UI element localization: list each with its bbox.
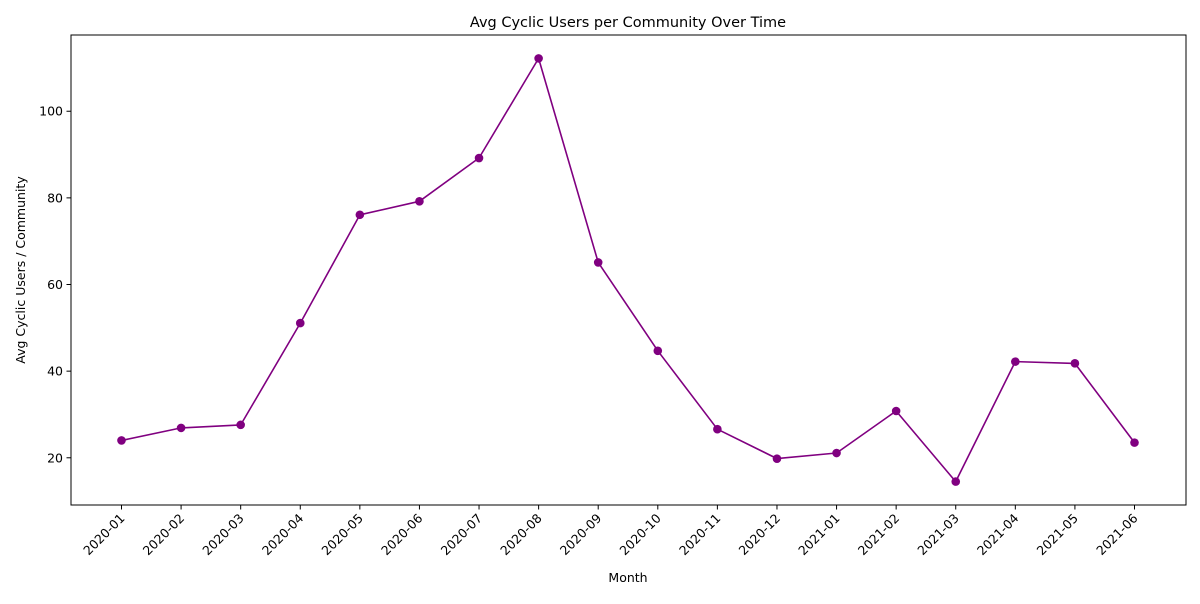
data-point — [236, 420, 245, 430]
x-tick-label: 2021-03 — [914, 511, 962, 559]
plot-frame — [70, 34, 1187, 506]
data-point — [713, 424, 722, 434]
chart-title: Avg Cyclic Users per Community Over Time — [470, 15, 786, 31]
x-tick-label: 2020-03 — [199, 511, 247, 559]
x-tick-label: 2020-12 — [736, 511, 784, 559]
x-tick-label: 2020-06 — [378, 510, 426, 558]
x-tick-label: 2020-10 — [616, 510, 664, 558]
data-point — [593, 258, 603, 267]
y-tick-label: 40 — [47, 364, 63, 379]
data-point — [176, 423, 186, 433]
data-point — [534, 54, 543, 63]
x-axis-label: Month — [608, 570, 647, 585]
y-tick-label: 20 — [47, 450, 63, 465]
x-tick-label: 2020-04 — [259, 510, 307, 558]
data-point — [832, 448, 841, 458]
x-tick-label: 2020-02 — [140, 511, 188, 559]
y-tick-label: 60 — [47, 277, 63, 292]
x-tick-label: 2021-04 — [974, 510, 1022, 558]
x-tick-label: 2020-09 — [557, 510, 605, 558]
data-point — [295, 318, 305, 328]
y-tick-label: 100 — [39, 104, 63, 119]
x-tick-label: 2021-05 — [1033, 511, 1081, 559]
data-point — [355, 210, 365, 220]
data-point — [951, 477, 961, 486]
x-tick-label: 2021-06 — [1093, 510, 1141, 558]
data-point — [1070, 359, 1080, 368]
x-tick-label: 2021-01 — [795, 511, 843, 559]
data-point — [772, 454, 782, 463]
data-point — [1130, 438, 1139, 447]
data-point — [415, 197, 424, 206]
x-tick-label: 2020-05 — [318, 511, 366, 559]
data-point — [474, 153, 484, 163]
x-tick-label: 2020-08 — [497, 510, 545, 558]
data-point — [117, 436, 126, 445]
y-axis-label: Avg Cyclic Users / Community — [13, 176, 28, 364]
series-line — [121, 57, 1136, 483]
y-tick-label: 80 — [47, 190, 63, 205]
data-point — [1011, 357, 1020, 366]
data-point — [653, 346, 663, 356]
x-tick-label: 2021-02 — [855, 511, 903, 559]
data-point — [891, 406, 901, 416]
x-tick-label: 2020-11 — [676, 511, 724, 559]
x-tick-label: 2020-07 — [438, 511, 486, 559]
x-tick-label: 2020-01 — [80, 511, 128, 559]
